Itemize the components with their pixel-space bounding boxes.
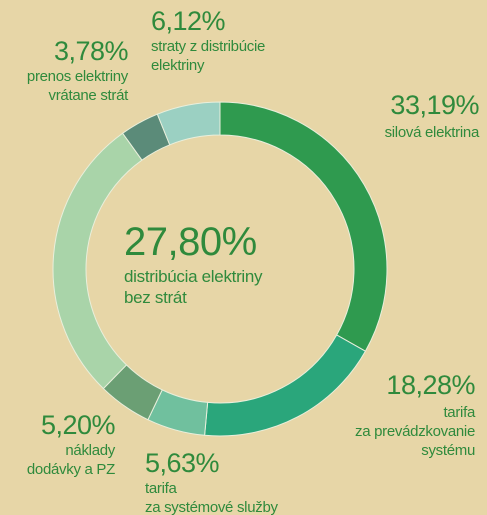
category-label: silová elektrina <box>384 124 480 141</box>
segment-label: 3,78% prenos elektriny vrátane strát <box>26 36 129 105</box>
donut-segment <box>204 334 367 437</box>
segment-label: 5,20% náklady dodávky a PZ <box>26 410 116 479</box>
value-label: 5,20% <box>40 410 116 440</box>
value-label: 5,63% <box>145 448 220 478</box>
segment-label: 33,19% silová elektrina <box>384 90 480 142</box>
segment-label: 27,80% distribúcia elektriny bez strát <box>124 220 263 308</box>
category-label: tarifa za systémové služby <box>145 480 278 515</box>
value-label: 18,28% <box>386 370 475 400</box>
value-label: 6,12% <box>151 6 226 36</box>
category-label: straty z distribúcie elektriny <box>151 38 266 74</box>
segment-label: 18,28% tarifa za prevádzkovanie systému <box>355 372 475 460</box>
segment-label: 6,12% straty z distribúcie elektriny <box>151 8 265 75</box>
value-label: 33,19% <box>390 90 479 120</box>
category-label: tarifa za prevádzkovanie systému <box>355 404 475 459</box>
value-label: 27,80% <box>124 220 257 264</box>
category-label: distribúcia elektriny bez strát <box>124 267 263 307</box>
category-label: prenos elektriny vrátane strát <box>26 68 128 104</box>
segment-label: 5,63% tarifa za systémové služby <box>145 450 278 515</box>
donut-segment <box>156 101 221 146</box>
category-label: náklady dodávky a PZ <box>26 442 115 478</box>
value-label: 3,78% <box>53 36 129 66</box>
